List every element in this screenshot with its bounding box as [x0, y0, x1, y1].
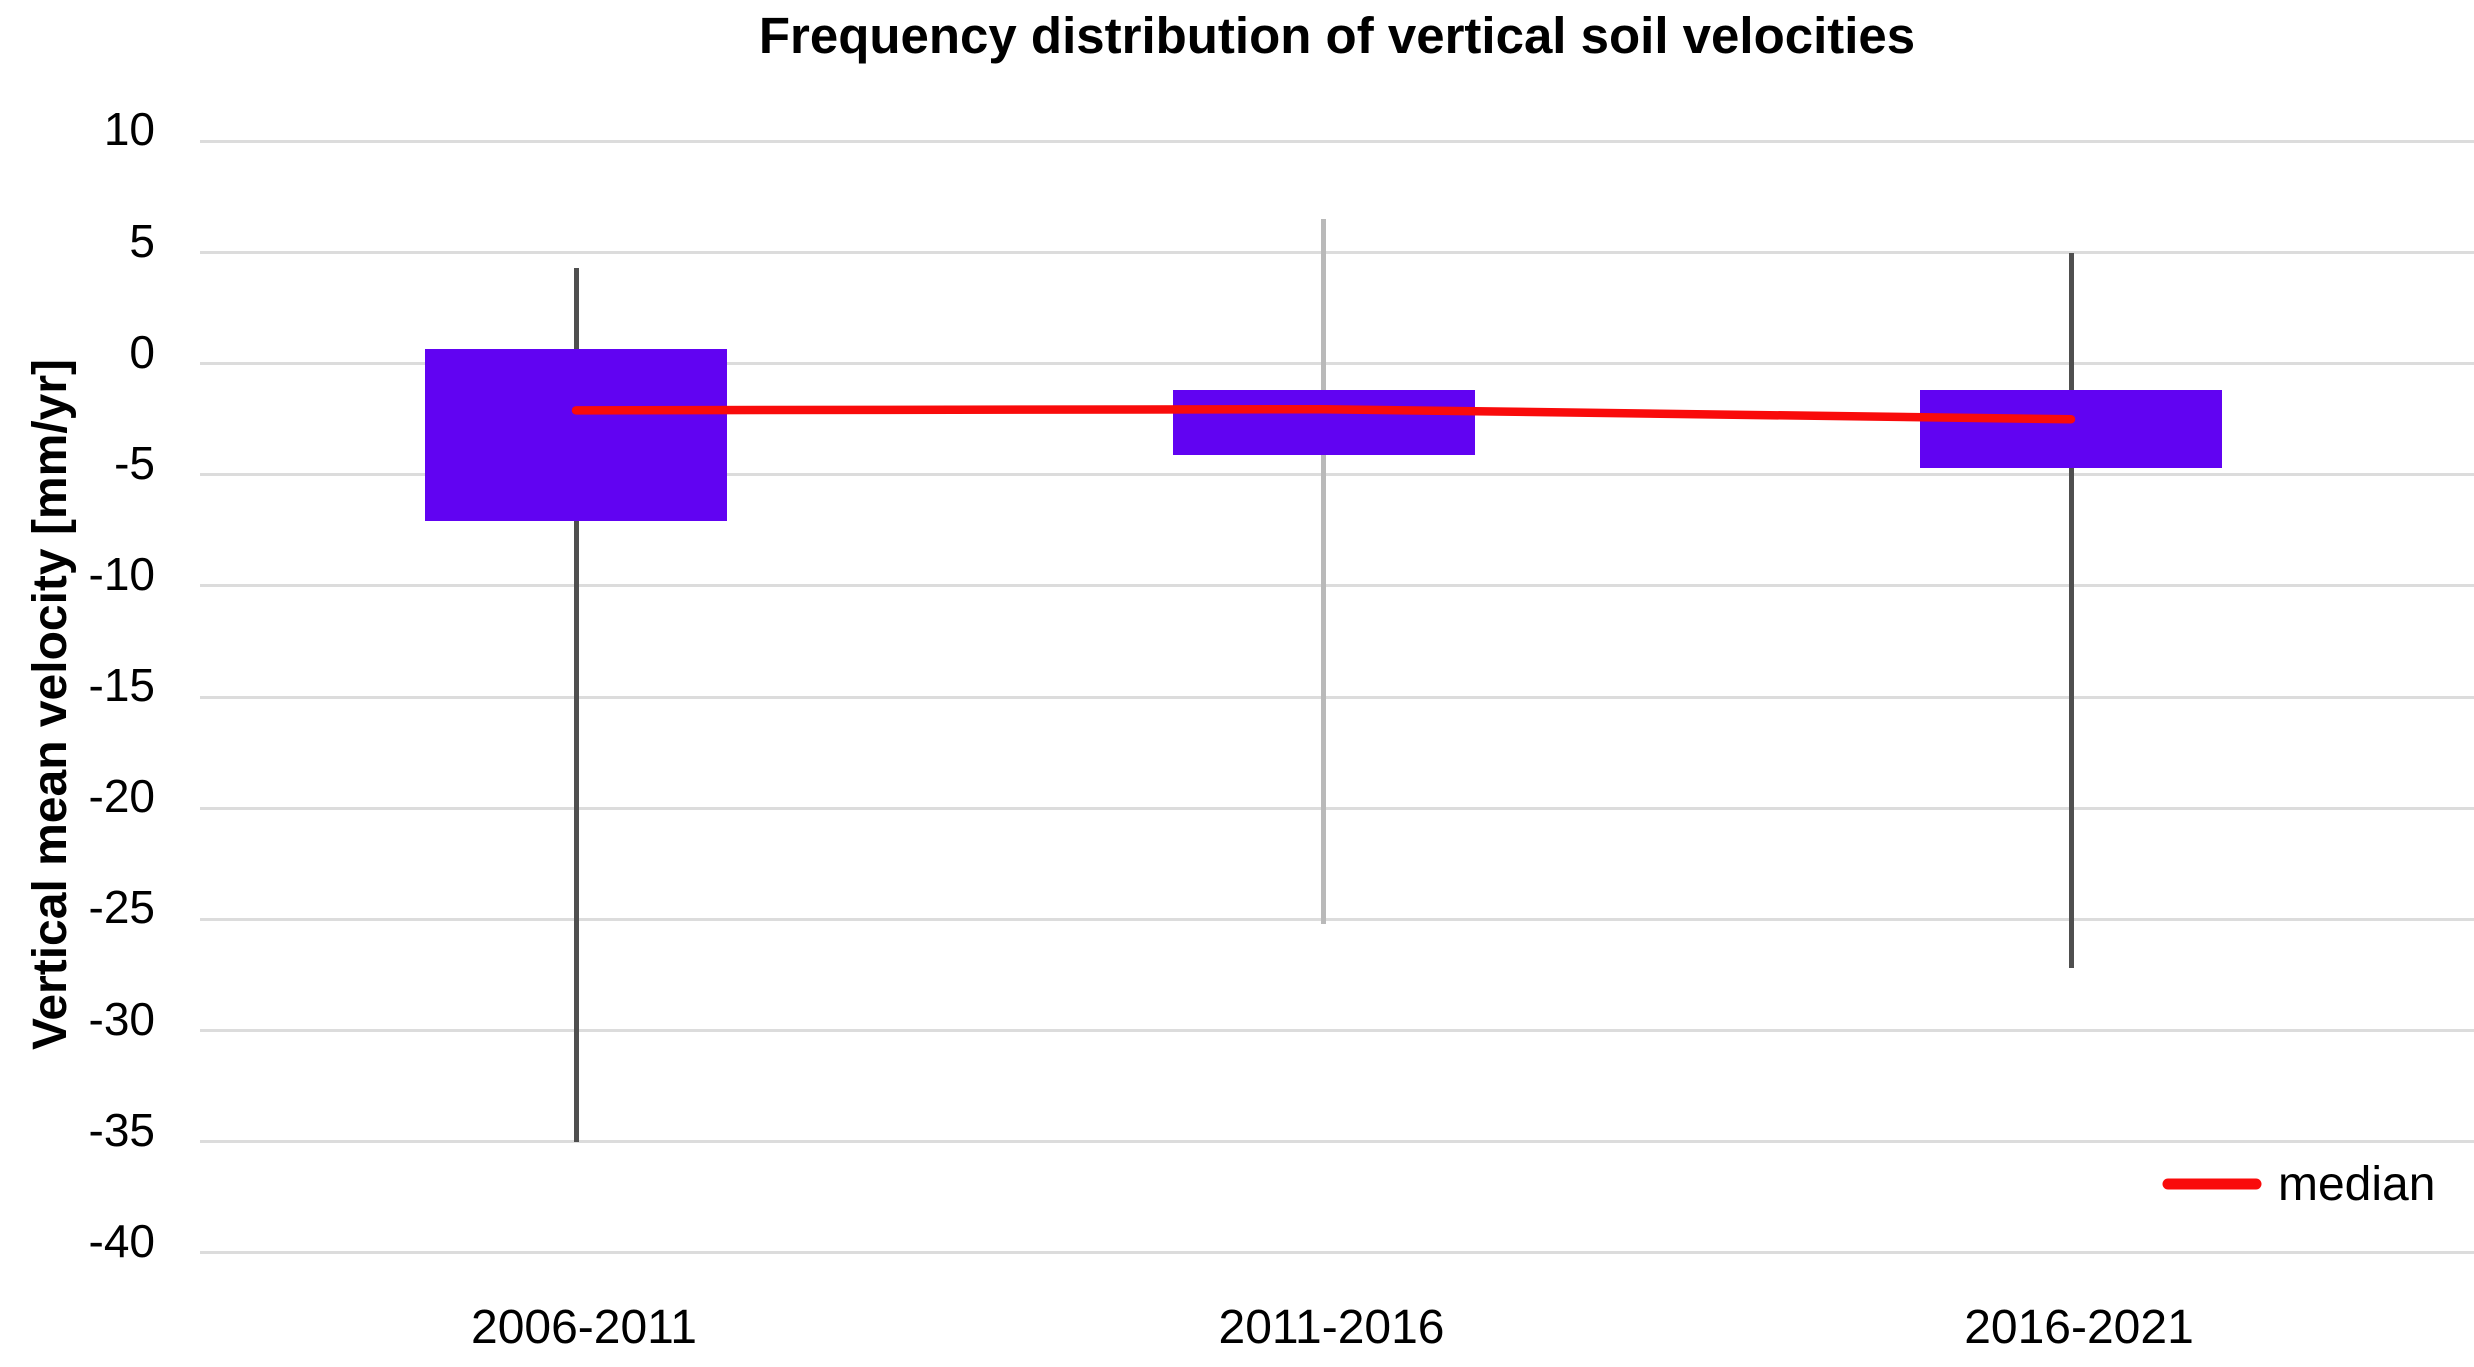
- whisker-2011-2016: [1321, 219, 1326, 924]
- y-tick-label--10: -10: [88, 547, 155, 600]
- gridline--25: [200, 917, 2474, 921]
- y-tick-label--35: -35: [88, 1103, 155, 1156]
- gridline--20: [200, 806, 2474, 810]
- whisker-2016-2021: [2068, 252, 2074, 969]
- x-tick-label-2016-2021: 2016-2021: [1964, 1301, 2194, 1354]
- box-2006-2011: [425, 349, 727, 522]
- gridline-5: [200, 251, 2474, 254]
- gridline--30: [200, 1029, 2474, 1033]
- y-tick-label-5: 5: [129, 214, 155, 267]
- y-tick-label--25: -25: [88, 881, 155, 934]
- box-2016-2021: [1920, 390, 2222, 469]
- x-tick-label-2006-2011: 2006-2011: [471, 1301, 697, 1354]
- gridline-0: [200, 362, 2474, 366]
- gridline--5: [200, 473, 2474, 477]
- y-tick-label-10: 10: [103, 103, 155, 156]
- chart-title: Frequency distribution of vertical soil …: [758, 7, 1916, 64]
- y-tick-label--30: -30: [88, 992, 155, 1045]
- y-tick-label-0: 0: [129, 325, 155, 378]
- x-tick-label-2011-2016: 2011-2016: [1218, 1301, 1445, 1354]
- y-tick-label--40: -40: [88, 1214, 155, 1267]
- y-tick-label--5: -5: [114, 436, 155, 489]
- median-legend-swatch-icon: [2162, 1178, 2262, 1190]
- gridline--10: [200, 584, 2474, 588]
- y-tick-label--15: -15: [88, 659, 155, 712]
- gridline-10: [200, 139, 2474, 143]
- legend-label: median: [2278, 1157, 2436, 1211]
- gridline--40: [200, 1251, 2474, 1255]
- whisker-2006-2011: [573, 268, 579, 1142]
- box-2011-2016: [1172, 390, 1475, 455]
- median-line: [571, 404, 2076, 424]
- gridline--15: [200, 695, 2474, 699]
- gridline--35: [200, 1140, 2474, 1144]
- y-tick-label--20: -20: [88, 770, 155, 823]
- legend: median: [2160, 1156, 2435, 1212]
